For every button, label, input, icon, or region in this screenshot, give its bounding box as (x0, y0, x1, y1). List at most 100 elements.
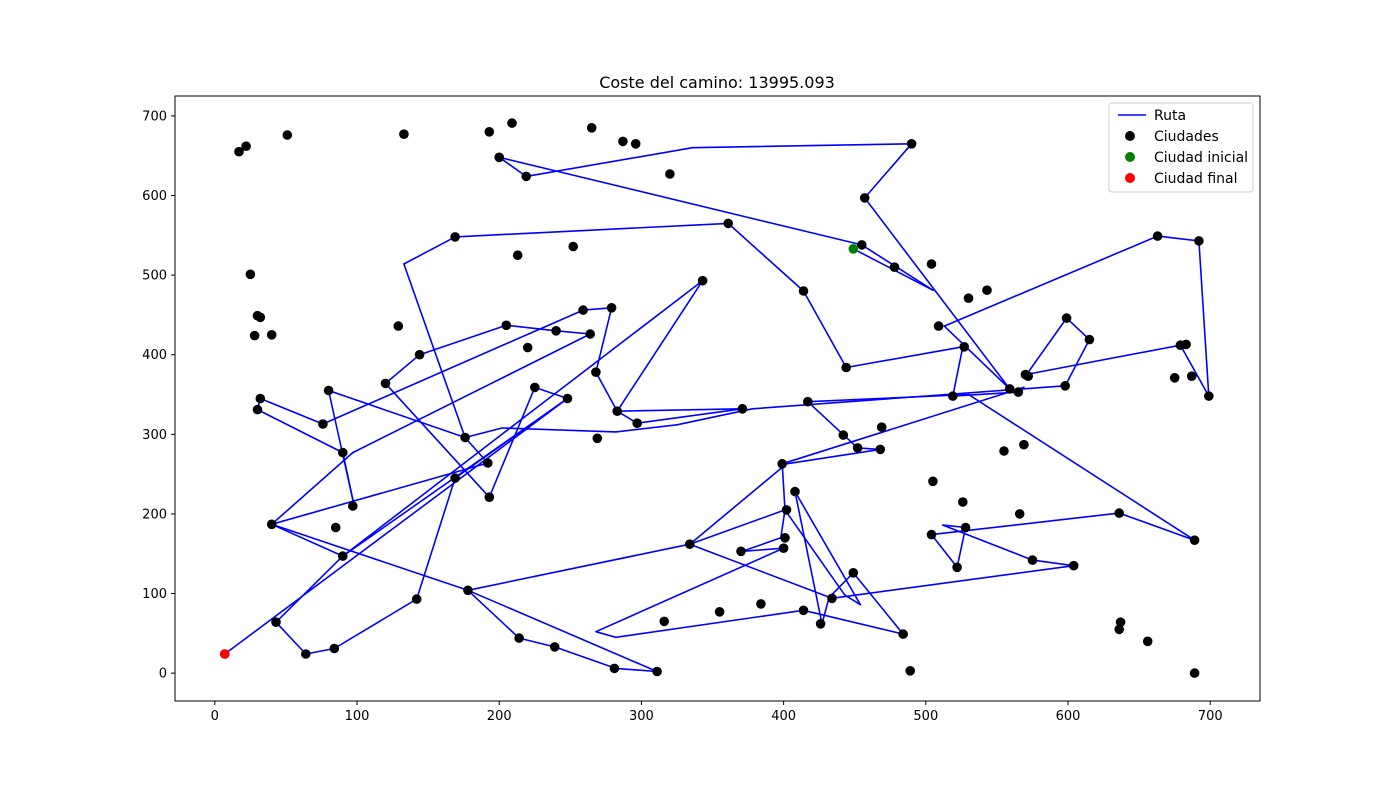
city-point (551, 326, 561, 336)
y-axis: 0 100 200 300 400 500 600 700 (142, 109, 175, 682)
city-point (348, 501, 358, 511)
route-segment (779, 509, 786, 539)
x-tick-label: 400 (771, 709, 796, 724)
city-point (483, 458, 493, 468)
city-point (659, 616, 669, 627)
x-tick-label: 600 (1056, 709, 1081, 724)
city-point (889, 262, 900, 273)
route-segment (1179, 344, 1210, 397)
x-tick-label: 500 (913, 709, 938, 724)
route-segment (1198, 240, 1210, 397)
city-point (1115, 617, 1126, 627)
city-point (484, 492, 495, 503)
route-segment (930, 533, 958, 569)
route-segment (464, 427, 503, 439)
city-point (522, 342, 533, 353)
route-segment (806, 393, 970, 403)
route-segment (943, 235, 1159, 327)
legend-box (1108, 102, 1254, 193)
route-segment (1156, 235, 1200, 242)
city-point (905, 666, 915, 676)
city-point (618, 136, 628, 147)
city-point (301, 649, 311, 659)
city-point (494, 152, 505, 163)
route-segment (270, 523, 344, 557)
city-point (606, 303, 617, 313)
city-point (982, 285, 992, 296)
city-point (778, 543, 789, 553)
route-segment (488, 386, 536, 499)
route-segment (525, 146, 694, 178)
city-point (926, 529, 937, 540)
route-segment (270, 462, 489, 526)
route-segment (533, 386, 569, 400)
city-point (484, 127, 495, 137)
city-point (815, 619, 826, 629)
route-segment (595, 371, 619, 413)
chart-title: Coste del camino: 13995.093 (599, 73, 835, 92)
city-point (521, 171, 531, 182)
route-segment (1024, 344, 1182, 376)
city-point (241, 141, 251, 151)
route-segment (616, 279, 704, 413)
route-segment (270, 451, 354, 526)
city-point (790, 486, 800, 497)
city-point (338, 447, 348, 458)
route-segment (304, 647, 336, 655)
route-segment (852, 571, 904, 635)
city-point (1060, 381, 1070, 391)
city-point (329, 643, 340, 654)
city-point (652, 666, 662, 677)
route-segment (327, 389, 466, 439)
route-segment (275, 555, 344, 624)
route-segment (256, 408, 344, 454)
city-point (928, 476, 938, 487)
route-segment (727, 222, 805, 292)
route-segment (794, 490, 823, 625)
city-point (234, 146, 244, 157)
city-point (798, 286, 809, 296)
city-point (282, 130, 293, 140)
city-point (255, 393, 266, 404)
legend-label-start: Ciudad inicial (1154, 150, 1248, 166)
city-point (393, 321, 404, 331)
y-tick-label: 100 (142, 587, 167, 602)
city-point (723, 218, 733, 229)
y-tick-label: 600 (142, 189, 167, 204)
city-point (562, 393, 573, 404)
city-point (838, 430, 849, 440)
city-point (585, 329, 595, 339)
city-point (1194, 236, 1204, 246)
city-point (781, 505, 792, 515)
city-point (959, 342, 969, 352)
route-segment (802, 290, 848, 369)
legend-label-cities: Ciudades (1154, 129, 1219, 145)
city-point (501, 320, 512, 331)
legend-end-marker (1125, 173, 1135, 183)
city-point (1189, 668, 1200, 678)
route-segment (498, 156, 863, 246)
plot-area (220, 118, 1214, 678)
city-point (414, 349, 425, 360)
city-point (255, 312, 266, 323)
route-segment (616, 407, 744, 413)
route-segment (863, 197, 1011, 390)
route-segment (688, 462, 788, 546)
route-segment (1031, 559, 1075, 567)
y-tick-label: 700 (142, 109, 167, 124)
route-segment (1118, 512, 1196, 542)
route-segment (270, 523, 469, 592)
route-segment (741, 536, 782, 553)
route-segment (351, 333, 592, 454)
route-segment (781, 462, 786, 511)
y-tick-label: 400 (142, 348, 167, 363)
route-segment (275, 621, 307, 655)
route-segment (831, 564, 1075, 600)
route-segment (553, 646, 617, 670)
city-point (630, 139, 641, 149)
route-segment (595, 306, 613, 374)
route-segment (1064, 338, 1091, 387)
city-point (697, 275, 708, 286)
city-point (450, 232, 460, 242)
route-segment (498, 156, 528, 178)
